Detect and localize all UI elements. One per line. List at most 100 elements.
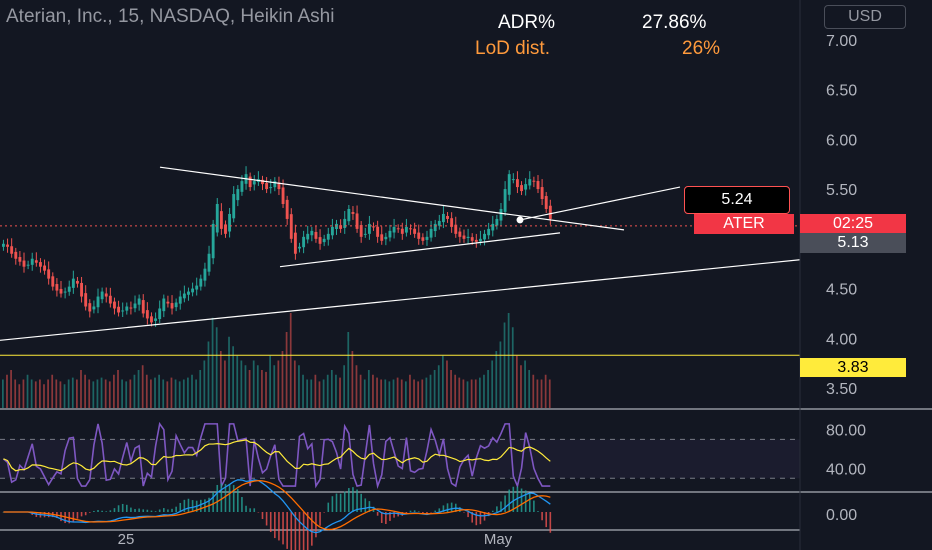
volume-bar	[129, 379, 132, 408]
volume-bar	[154, 377, 156, 408]
macd-histogram-bar	[121, 503, 124, 512]
macd-histogram-bar	[323, 512, 325, 513]
macd-histogram-bar	[212, 492, 214, 512]
volume-bar	[265, 371, 267, 408]
volume-bar	[330, 370, 333, 408]
volume-bar	[71, 377, 74, 408]
candle	[18, 257, 22, 262]
price-tick-label: 6.00	[826, 132, 857, 149]
candle	[211, 223, 215, 259]
candle	[520, 185, 523, 192]
candle	[240, 181, 244, 192]
macd-histogram-bar	[348, 488, 350, 512]
candle	[540, 187, 544, 200]
candle	[409, 228, 412, 230]
candle	[281, 187, 285, 204]
candle	[298, 246, 301, 249]
candle	[187, 291, 190, 295]
volume-bar	[433, 370, 436, 408]
volume-bar	[30, 379, 33, 408]
candle	[252, 181, 256, 185]
macd-histogram-bar	[467, 512, 469, 518]
macd-histogram-bar	[101, 510, 103, 512]
trendline-triangle-lower	[279, 232, 561, 268]
macd-histogram-bar	[533, 500, 535, 512]
signal-line	[3, 479, 551, 531]
volume-bar	[478, 377, 481, 408]
candle	[170, 303, 174, 309]
volume-bar	[252, 360, 255, 408]
candle	[293, 232, 297, 254]
macd-histogram-bar	[138, 508, 140, 512]
volume-bar	[413, 379, 415, 408]
volume-bar	[355, 365, 358, 408]
volume-bar	[528, 370, 531, 408]
macd-histogram-bar	[426, 512, 428, 515]
volume-bar	[384, 379, 387, 408]
macd-histogram-bar	[364, 498, 367, 512]
volume-bar	[376, 377, 378, 408]
macd-histogram-bar	[430, 512, 432, 513]
volume-bar	[487, 370, 489, 408]
volume-bar	[343, 365, 346, 408]
candle	[108, 295, 112, 304]
volume-bar	[532, 374, 535, 408]
candle	[67, 286, 71, 292]
candle	[359, 225, 363, 237]
trendline-projection	[519, 186, 681, 221]
support-level-label: 3.83	[800, 358, 906, 377]
volume-bar	[483, 374, 485, 408]
macd-histogram-bar	[356, 489, 358, 512]
candle	[536, 181, 540, 190]
currency-button[interactable]: USD	[824, 5, 906, 29]
volume-bar	[207, 341, 210, 408]
price-axis: 7.006.506.005.505.004.504.003.50	[799, 0, 857, 550]
candle	[450, 218, 454, 227]
macd-histogram-bar	[76, 512, 79, 519]
volume-bar	[314, 374, 317, 408]
candle	[71, 278, 75, 288]
rsi-tick-label: 80.00	[826, 423, 866, 440]
target-price-label[interactable]: 5.24	[684, 186, 790, 214]
volume-bar	[392, 379, 395, 408]
volume-bar	[108, 381, 111, 408]
macd-histogram-bar	[105, 511, 108, 512]
macd-histogram-bar	[237, 488, 239, 512]
candle	[417, 232, 421, 239]
candle	[318, 237, 322, 244]
volume-bar	[141, 365, 144, 408]
price-tick-label: 4.00	[826, 331, 857, 348]
volume-bar	[289, 313, 292, 408]
volume-bar	[322, 379, 325, 408]
price-tick-label: 3.50	[826, 381, 857, 398]
macd-histogram-bar	[516, 486, 519, 512]
macd-histogram-bar	[274, 512, 276, 539]
macd-histogram-bar	[298, 512, 301, 550]
macd-histogram-bar	[154, 511, 157, 512]
macd-histogram-bar	[417, 511, 420, 512]
grid	[0, 408, 932, 531]
candle	[289, 214, 293, 239]
macd-histogram-bar	[208, 497, 210, 512]
macd-histogram-bar	[294, 512, 297, 550]
lod-label: LoD dist.	[475, 38, 550, 59]
macd-histogram-bar	[409, 510, 412, 512]
candle	[55, 284, 59, 291]
rsi-line	[2, 421, 551, 490]
macd-histogram-bar	[389, 512, 391, 521]
candle	[326, 233, 330, 240]
volume-bar	[524, 360, 526, 408]
candle	[478, 238, 482, 242]
volume-bar	[92, 381, 95, 408]
macd-histogram-bar	[446, 503, 449, 512]
volume-bar	[6, 374, 8, 408]
volume-bar	[507, 313, 510, 408]
volume-bar	[84, 374, 86, 408]
macd-histogram-bar	[183, 499, 186, 512]
volume-bar	[240, 360, 243, 408]
volume-bar	[261, 370, 263, 408]
volume-bar	[10, 370, 12, 408]
candle	[162, 298, 166, 312]
volume-bar	[417, 381, 420, 408]
